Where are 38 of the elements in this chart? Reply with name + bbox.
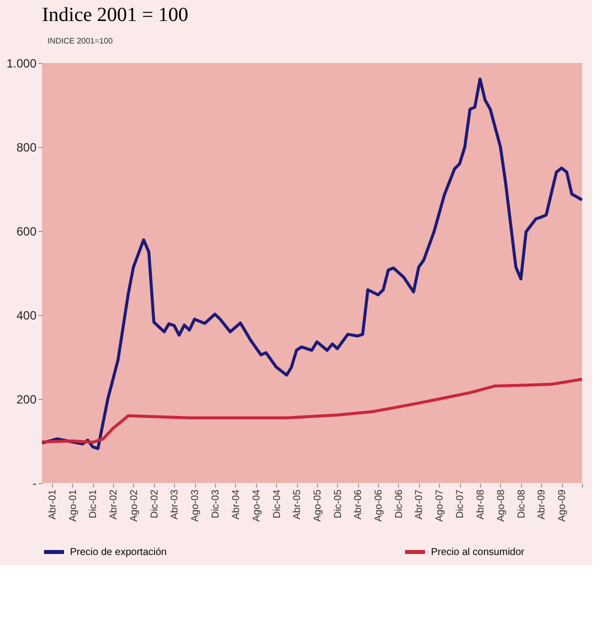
x-tick-label: Dic-07: [455, 489, 466, 518]
x-tick-label: Abr-04: [230, 489, 242, 520]
x-tick-label: Ago-07: [434, 489, 446, 522]
x-tick-label: Dic-03: [210, 489, 222, 518]
chart-title: Indice 2001 = 100: [42, 4, 188, 26]
x-tick-label: Abr-01: [47, 489, 58, 520]
x-tick-label: Abr-03: [170, 489, 181, 520]
legend-label: Precio al consumidor: [431, 547, 526, 558]
y-tick-label: 1.000: [6, 56, 37, 70]
x-tick-label: Ago-05: [312, 489, 324, 522]
line-series: [40, 77, 584, 450]
x-tick-label: Abr-06: [353, 489, 364, 520]
x-tick-label: Abr-08: [476, 489, 487, 520]
y-tick-label: 200: [16, 392, 37, 406]
x-tick-label: Dic-06: [394, 489, 405, 518]
x-tick-label: Dic-04: [272, 489, 283, 518]
x-tick-label: Abr-02: [108, 489, 120, 520]
x-tick-label: Dic-08: [516, 489, 528, 518]
x-tick-label: Abr-07: [414, 489, 426, 520]
x-tick-label: Ago-08: [496, 489, 507, 522]
x-tick-label: Abr-05: [292, 489, 304, 520]
x-tick-label: Dic-02: [149, 489, 160, 518]
y-axis-title: INDICE 2001=100: [48, 36, 114, 46]
x-tick-label: Ago-06: [374, 489, 385, 522]
legend-label: Precio de exportación: [70, 547, 167, 558]
y-tick-label: 800: [16, 140, 37, 154]
x-tick-label: Dic-05: [332, 489, 344, 518]
x-tick-label: Ago-01: [68, 489, 79, 522]
x-tick-label: Ago-04: [251, 489, 262, 522]
line-series: [40, 378, 584, 444]
x-tick-label: Ago-02: [128, 489, 140, 522]
x-tick-label: Dic-01: [88, 489, 100, 518]
x-tick-label: Ago-03: [190, 489, 202, 522]
x-tick-label: Abr-09: [536, 489, 548, 520]
y-tick-label: -: [32, 476, 36, 490]
y-tick-label: 400: [16, 308, 37, 322]
y-tick-label: 600: [16, 224, 37, 238]
x-tick-label: Ago-09: [557, 489, 568, 522]
